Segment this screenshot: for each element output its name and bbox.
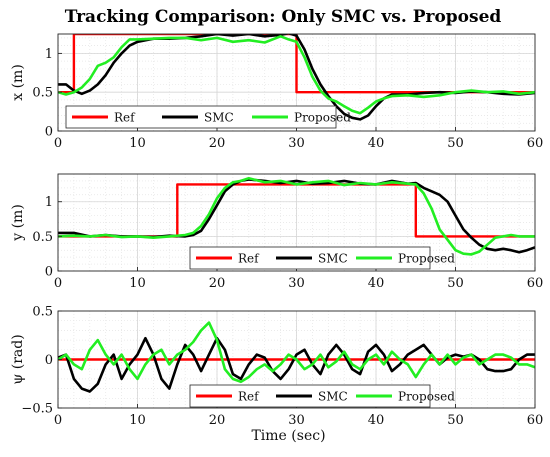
x-tick-label: 60: [527, 413, 544, 428]
legend-label-proposed: Proposed: [294, 111, 351, 125]
x-tick-label: 10: [129, 413, 146, 428]
series-group: [58, 321, 535, 393]
x-tick-label: 30: [288, 276, 305, 291]
x-tick-label: 40: [368, 276, 385, 291]
subplot-2: 0 10 20 30 40 50 60 0 0.5 1 y (m) Ref SMC Proposed: [10, 173, 544, 291]
legend-label-smc: SMC: [204, 111, 234, 125]
y-tick-label: 0: [45, 353, 53, 368]
y-axis-label: y (m): [10, 204, 26, 242]
x-tick-label: 20: [209, 276, 226, 291]
subplot-1: 0 10 20 30 40 50 60 0 0.5 1 x (m) Ref SMC Proposed: [10, 33, 543, 151]
legend-box: [65, 105, 337, 129]
y-axis-label: x (m): [10, 64, 26, 101]
x-tick-label: 30: [288, 136, 305, 151]
legend-label-smc: SMC: [318, 390, 348, 404]
legend: Ref SMC Proposed: [189, 246, 455, 270]
x-tick-label: 10: [129, 276, 146, 291]
legend: Ref SMC Proposed: [65, 105, 351, 129]
x-tick-label: 50: [447, 413, 464, 428]
x-tick-label: 20: [209, 136, 226, 151]
y-tick-label: −0.5: [21, 402, 53, 417]
x-tick-label: 30: [288, 413, 305, 428]
y-tick-label: 0.5: [32, 305, 53, 320]
x-tick-label: 60: [527, 136, 544, 151]
x-tick-label: 50: [447, 276, 464, 291]
y-tick-label: 0: [45, 125, 53, 140]
subplot-3: 0 10 20 30 40 50 60−0.500.5ψ (rad)Time (sec)Re…: [10, 305, 543, 445]
x-tick-label: 20: [209, 413, 226, 428]
series-line-smc: [58, 336, 535, 393]
series-group: [58, 34, 535, 121]
y-tick-label: 0.5: [32, 86, 53, 101]
legend: Ref SMC Proposed: [189, 384, 455, 408]
legend-label-ref: Ref: [114, 111, 136, 125]
series-line-proposed: [58, 321, 535, 384]
y-tick-label: 1: [45, 47, 53, 62]
series-group: [58, 176, 535, 256]
legend-label-ref: Ref: [238, 390, 260, 404]
y-tick-label: 0.5: [32, 230, 53, 245]
figure-title: Tracking Comparison: Only SMC vs. Propos…: [65, 7, 502, 27]
x-tick-label: 60: [527, 276, 544, 291]
x-tick-label: 10: [129, 136, 146, 151]
series-line-smc: [58, 34, 535, 121]
x-tick-label: 40: [368, 136, 385, 151]
x-tick-label: 0: [54, 413, 62, 428]
series-line-proposed: [58, 176, 535, 256]
legend-label-smc: SMC: [318, 252, 348, 266]
y-tick-label: 1: [45, 195, 53, 210]
legend-label-proposed: Proposed: [398, 252, 455, 266]
y-tick-label: 0: [45, 265, 53, 280]
legend-label-ref: Ref: [238, 252, 260, 266]
x-axis-label: Time (sec): [251, 428, 325, 444]
x-tick-label: 50: [447, 136, 464, 151]
x-tick-label: 40: [368, 413, 385, 428]
series-line-proposed: [58, 35, 535, 115]
x-tick-label: 0: [54, 136, 62, 151]
legend-label-proposed: Proposed: [398, 390, 455, 404]
x-tick-label: 0: [54, 276, 62, 291]
y-axis-label: ψ (rad): [10, 334, 26, 384]
